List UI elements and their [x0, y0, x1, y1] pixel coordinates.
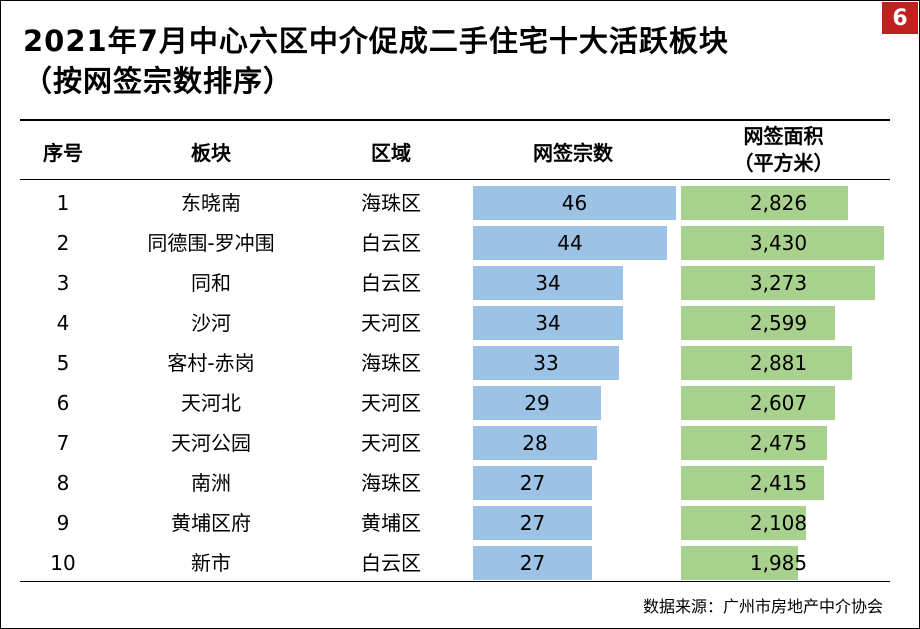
count-bar-label: 27 — [519, 511, 546, 535]
row-block-name: 天河公园 — [171, 431, 251, 455]
row-district: 白云区 — [361, 231, 421, 255]
row-rank: 10 — [50, 551, 76, 575]
area-bar — [681, 226, 884, 260]
row-block-name: 同德围-罗冲围 — [147, 231, 275, 255]
row-rank: 9 — [56, 511, 70, 535]
row-rank: 7 — [56, 431, 70, 455]
count-bar — [473, 546, 592, 580]
header-district: 区域 — [371, 141, 411, 165]
area-bar-label: 3,430 — [749, 231, 808, 255]
area-bar — [681, 266, 875, 300]
table-bottom-rule — [20, 581, 890, 582]
count-bar — [473, 386, 601, 420]
row-block-name: 天河北 — [181, 391, 241, 415]
count-bar-label: 46 — [561, 191, 588, 215]
count-bar-label: 34 — [535, 271, 561, 295]
count-bar-label: 29 — [524, 391, 550, 415]
row-district: 天河区 — [361, 431, 421, 455]
page-number-badge: 6 — [882, 2, 918, 34]
chart-title: 2021年7月中心六区中介促成二手住宅十大活跃板块 （按网签宗数排序） — [23, 21, 883, 101]
count-bar — [473, 266, 623, 300]
row-block-name: 黄埔区府 — [171, 511, 251, 535]
area-bar — [681, 426, 827, 460]
row-rank: 4 — [56, 311, 70, 335]
header-area-line-1: 网签面积 — [743, 124, 824, 148]
area-bar-label: 3,273 — [749, 271, 808, 295]
row-block-name: 南洲 — [191, 471, 231, 495]
area-bar — [681, 506, 806, 540]
area-bar — [681, 386, 835, 420]
area-bar — [681, 346, 852, 380]
count-bar-label: 44 — [557, 231, 583, 255]
row-district: 天河区 — [361, 391, 421, 415]
row-district: 海珠区 — [361, 191, 421, 215]
title-line-1: 2021年7月中心六区中介促成二手住宅十大活跃板块 — [23, 24, 729, 58]
title-line-2: （按网签宗数排序） — [23, 64, 294, 98]
count-bar — [473, 466, 592, 500]
row-district: 黄埔区 — [361, 511, 421, 535]
row-rank: 1 — [56, 191, 70, 215]
header-block: 板块 — [191, 141, 231, 165]
count-bar — [473, 506, 592, 540]
area-bar — [681, 186, 848, 220]
area-bar-label: 2,826 — [749, 191, 808, 215]
count-bar-label: 33 — [533, 351, 559, 375]
area-bar — [681, 466, 824, 500]
count-bar — [473, 426, 597, 460]
area-bar-label: 2,108 — [749, 511, 808, 535]
area-bar-label: 2,415 — [749, 471, 808, 495]
count-bar-label: 27 — [519, 551, 546, 575]
row-district: 白云区 — [361, 271, 421, 295]
header-area: 网签面积 （平方米） — [681, 123, 886, 177]
count-bar — [473, 186, 676, 220]
source-note: 数据来源：广州市房地产中介协会 — [642, 597, 883, 616]
header-count: 网签宗数 — [533, 141, 613, 165]
row-block-name: 客村-赤岗 — [167, 351, 255, 375]
count-bar — [473, 346, 619, 380]
area-bar — [681, 546, 798, 580]
count-bar — [473, 306, 623, 340]
table-header-rule — [20, 179, 890, 180]
area-bar-label: 2,607 — [749, 391, 808, 415]
area-bar-label: 1,985 — [749, 551, 808, 575]
area-bar-label: 2,475 — [749, 431, 808, 455]
header-area-line-2: （平方米） — [733, 151, 834, 175]
count-bar — [473, 226, 667, 260]
row-rank: 6 — [56, 391, 70, 415]
row-rank: 8 — [56, 471, 70, 495]
row-rank: 3 — [56, 271, 70, 295]
row-district: 海珠区 — [361, 471, 421, 495]
row-block-name: 东晓南 — [181, 191, 241, 215]
area-bar-label: 2,599 — [749, 311, 808, 335]
row-block-name: 新市 — [191, 551, 231, 575]
row-district: 白云区 — [361, 551, 421, 575]
row-rank: 5 — [56, 351, 70, 375]
count-bar-label: 34 — [535, 311, 561, 335]
area-bar-label: 2,881 — [749, 351, 808, 375]
row-district: 海珠区 — [361, 351, 421, 375]
row-district: 天河区 — [361, 311, 421, 335]
count-bar-label: 27 — [519, 471, 546, 495]
row-rank: 2 — [56, 231, 70, 255]
header-rank: 序号 — [43, 141, 83, 165]
row-block-name: 同和 — [191, 271, 231, 295]
area-bar — [681, 306, 835, 340]
table-top-rule — [20, 119, 890, 121]
row-block-name: 沙河 — [191, 311, 231, 335]
count-bar-label: 28 — [522, 431, 548, 455]
